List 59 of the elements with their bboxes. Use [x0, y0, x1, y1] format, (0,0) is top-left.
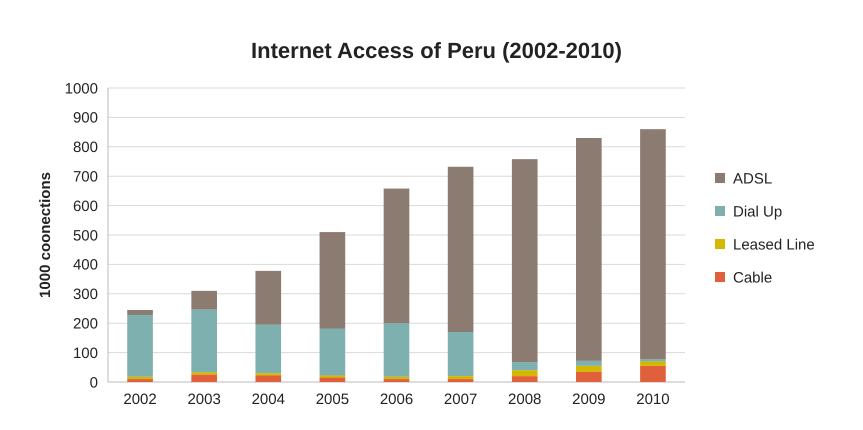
bar [640, 361, 666, 366]
x-tick-label: 2008 [508, 391, 542, 408]
bar [191, 309, 217, 372]
x-tick-label: 2005 [316, 391, 350, 408]
y-tick-label: 800 [72, 139, 98, 156]
y-tick-label: 600 [72, 198, 98, 215]
bar [512, 370, 538, 376]
bar [127, 314, 153, 377]
y-tick-label: 0 [90, 374, 98, 392]
bar [255, 324, 282, 374]
bar [191, 374, 217, 382]
y-tick-label: 100 [72, 344, 98, 362]
y-tick-label: 500 [72, 227, 98, 244]
bar [384, 323, 410, 377]
bar [255, 270, 282, 325]
bar [320, 328, 346, 376]
bar [320, 378, 346, 382]
bar [576, 372, 602, 382]
bar [512, 362, 538, 370]
bar [512, 376, 538, 382]
bar [191, 290, 217, 310]
bar [448, 166, 474, 332]
bar [255, 376, 282, 382]
bar [640, 366, 666, 382]
y-tick-label: 1000 [64, 80, 98, 98]
bar [127, 379, 153, 382]
x-tick-label: 2010 [636, 391, 670, 408]
x-tick-label: 2006 [380, 391, 414, 408]
x-tick-label: 2003 [187, 391, 221, 408]
bar [512, 159, 538, 362]
bar [320, 232, 346, 328]
bar [448, 376, 474, 380]
bar [384, 376, 410, 380]
bar [576, 138, 602, 361]
x-tick-label: 2002 [123, 391, 157, 408]
y-tick-label: 300 [72, 286, 98, 304]
legend-label: Leased Line [733, 236, 815, 254]
x-tick-label: 2004 [252, 391, 285, 408]
chart-title: Internet Access of Peru (2002-2010) [251, 38, 622, 63]
bar [576, 360, 602, 366]
legend-label: Cable [733, 269, 772, 286]
legend-label: ADSL [733, 170, 772, 188]
bar [576, 366, 602, 372]
bar [640, 129, 666, 360]
legend-label: Dial Up [733, 203, 782, 220]
y-tick-label: 700 [72, 168, 98, 186]
x-tick-label: 2009 [572, 391, 606, 408]
y-tick-label: 200 [72, 315, 98, 332]
bar [127, 376, 153, 380]
y-axis-title: 1000 coonections [37, 172, 54, 298]
bar [384, 188, 410, 324]
y-tick-label: 900 [72, 110, 98, 127]
x-tick-label: 2007 [444, 391, 478, 408]
bar [255, 373, 282, 376]
y-tick-label: 400 [72, 256, 98, 274]
bar [448, 332, 474, 376]
bar [448, 379, 474, 382]
bar [127, 310, 153, 315]
bar [384, 379, 410, 382]
